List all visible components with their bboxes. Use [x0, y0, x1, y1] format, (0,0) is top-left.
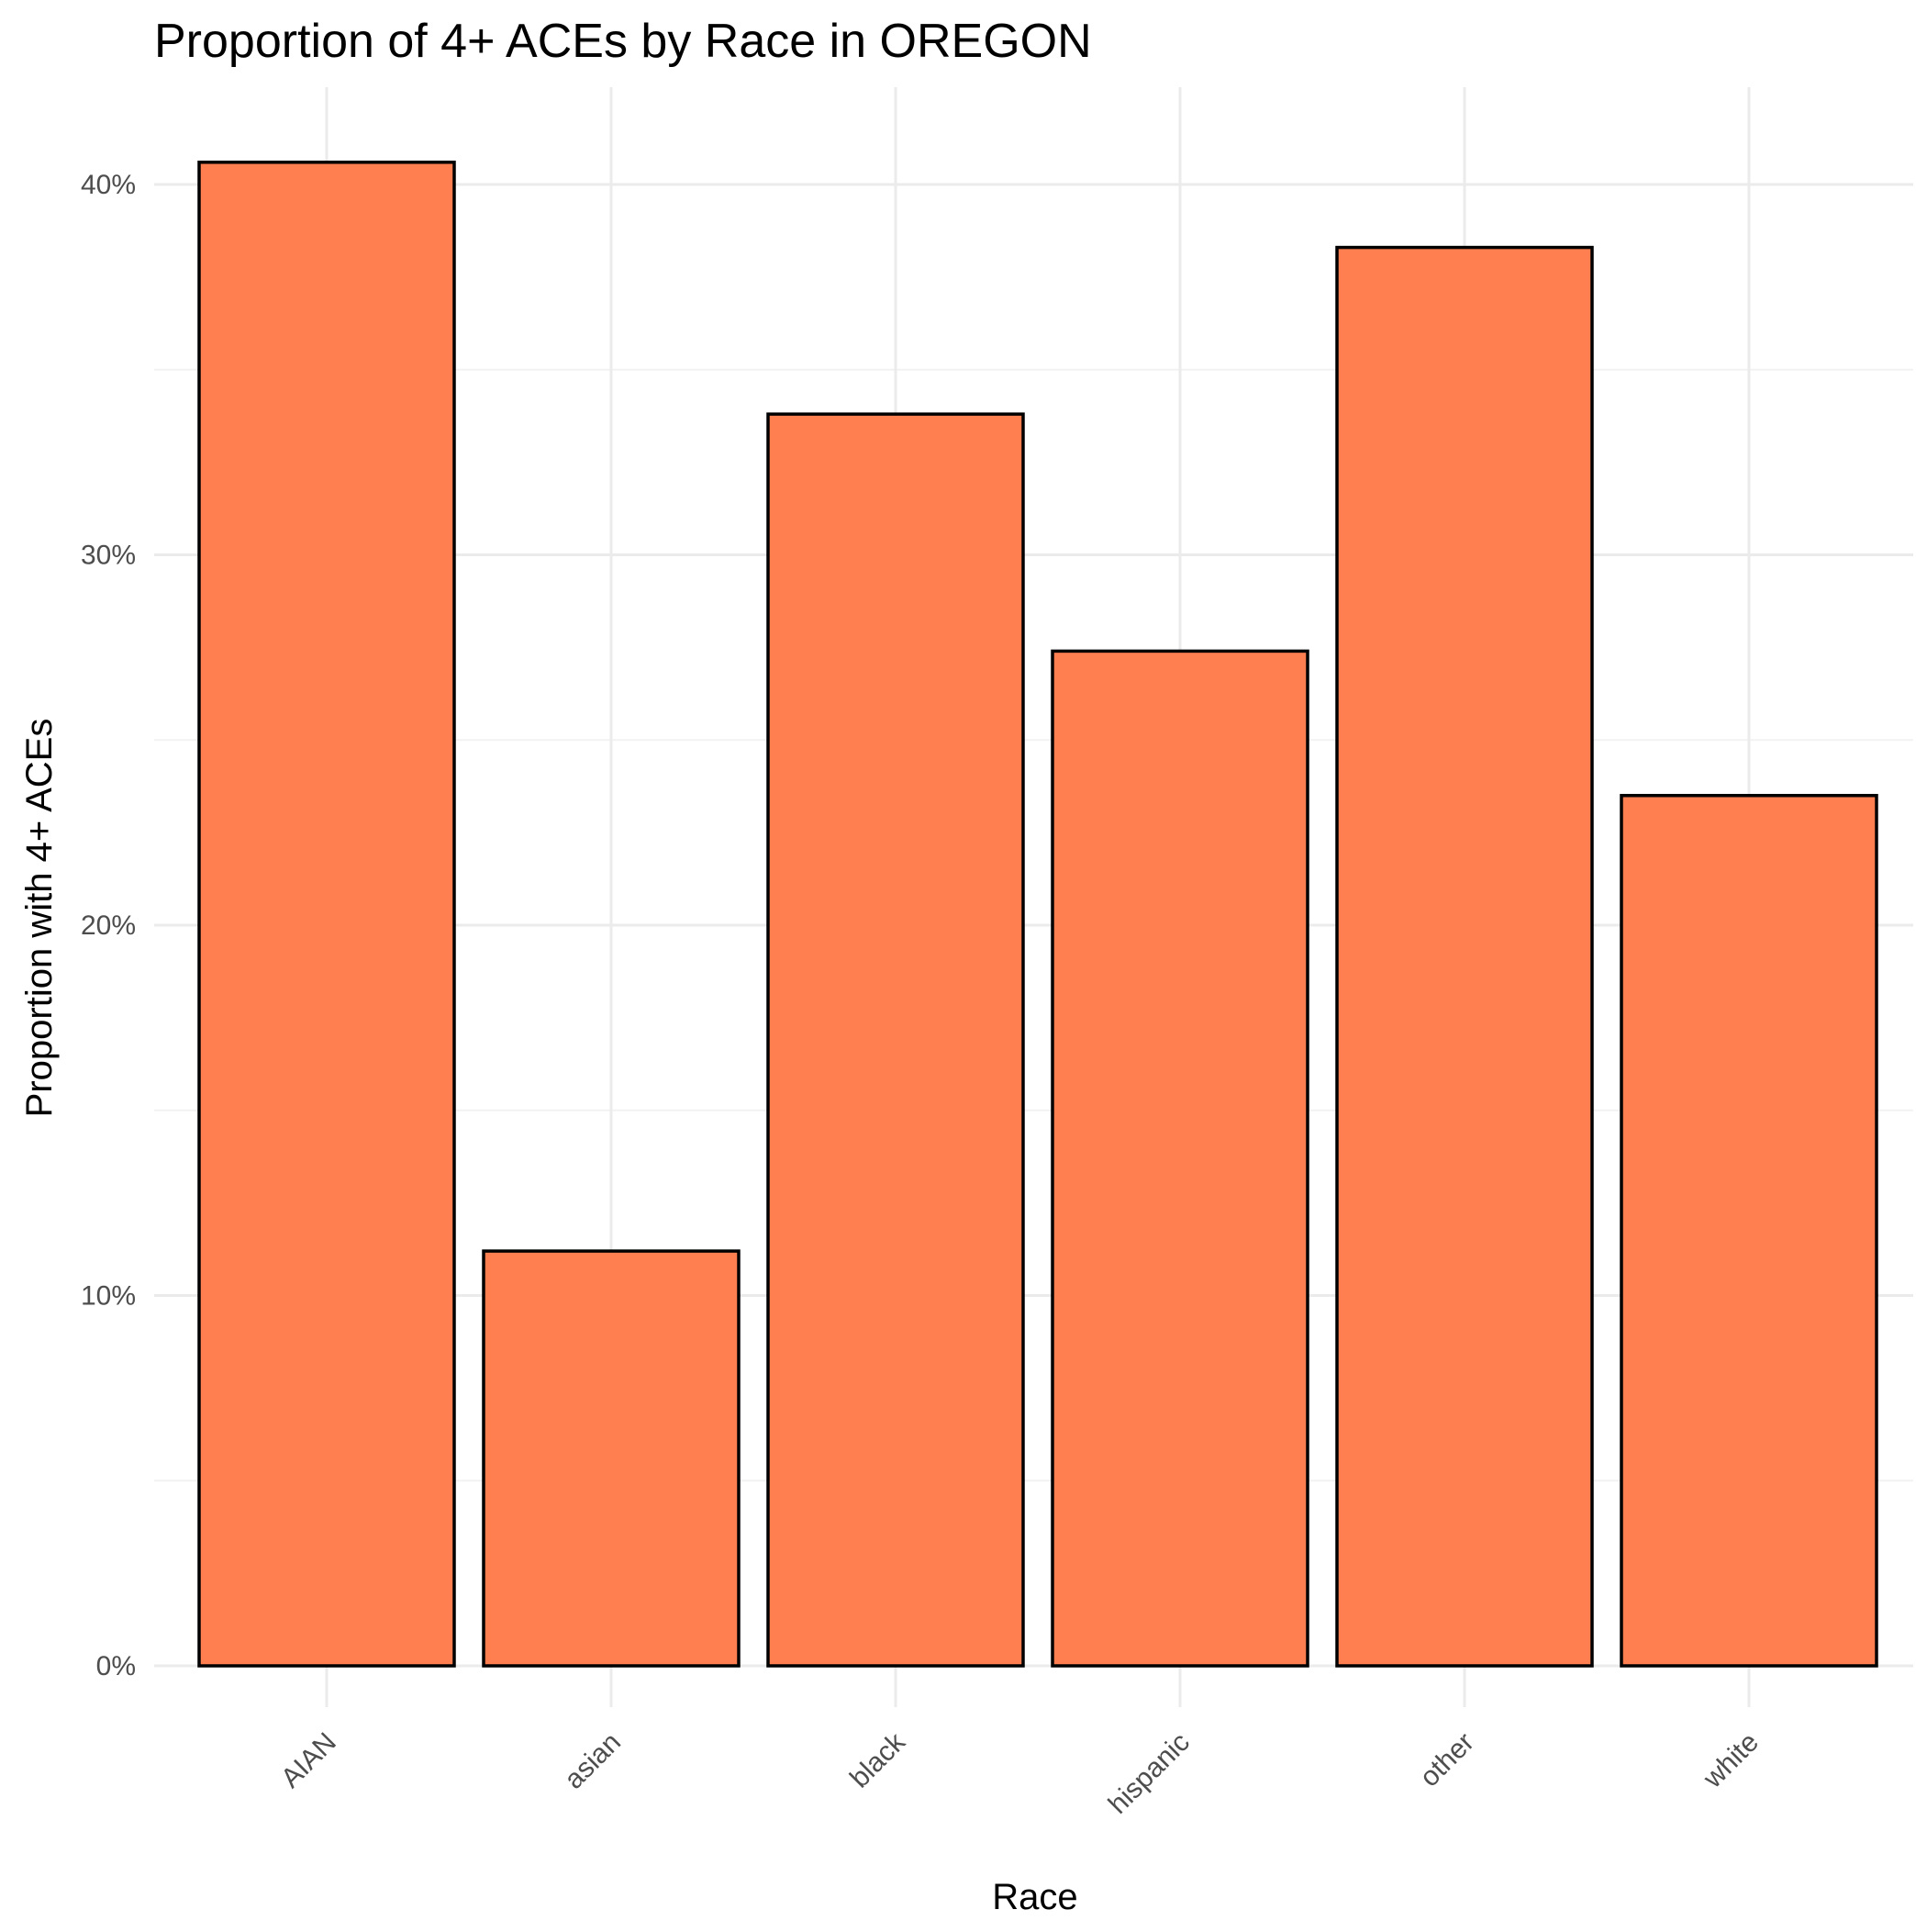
y-tick-label: 10% [81, 1281, 136, 1312]
bar-white [1620, 794, 1878, 1668]
bar-other [1335, 245, 1594, 1668]
x-axis-title: Race [992, 1877, 1077, 1917]
bars [197, 161, 1878, 1668]
bar-black [766, 412, 1025, 1668]
y-tick-label: 30% [81, 541, 136, 571]
y-tick-label: 20% [81, 910, 136, 941]
y-axis-title: Proportion with 4+ ACEs [19, 719, 60, 1118]
y-tick-label: 40% [81, 170, 136, 200]
bar-aian [197, 161, 456, 1668]
y-tick-label: 0% [96, 1651, 136, 1681]
chart-title: Proportion of 4+ ACEs by Race in OREGON [154, 15, 1092, 68]
bar-asian [482, 1249, 741, 1668]
y-axis-ticks: 0% 10% 20% 30% 40% [81, 170, 136, 1681]
bar-hispanic [1051, 649, 1309, 1668]
